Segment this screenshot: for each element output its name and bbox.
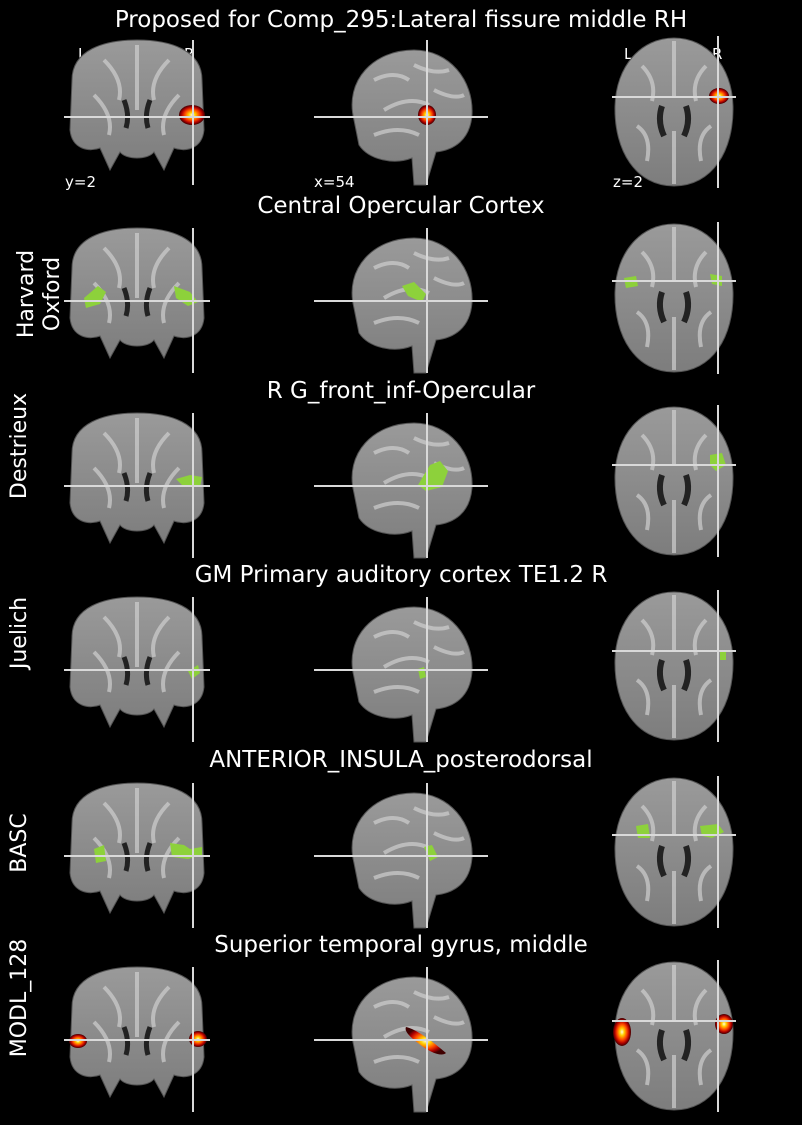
axial-slice-view — [612, 405, 736, 557]
axial-slice-view — [612, 222, 736, 374]
row-title: Superior temporal gyrus, middle — [214, 932, 588, 958]
axial-slice-view — [612, 960, 736, 1112]
row-label: Destrieux — [7, 392, 32, 500]
sagittal-slice-view — [314, 413, 488, 559]
sagittal-coordinate-label: x=54 — [314, 173, 355, 191]
coronal-slice-view — [64, 782, 210, 928]
axial-coordinate-label: z=2 — [613, 173, 643, 191]
row-label: MODL_128 — [7, 938, 32, 1058]
sagittal-slice-view — [314, 967, 488, 1113]
row-label: Harvard Oxford — [14, 249, 65, 339]
orientation-left-label: L — [624, 45, 633, 63]
axial-slice-view — [612, 776, 736, 928]
coronal-coordinate-label: y=2 — [65, 173, 96, 191]
sagittal-slice-view — [314, 597, 488, 743]
row-title: R G_front_inf-Opercular — [266, 378, 536, 404]
row-label: Juelich — [7, 596, 32, 670]
row-title: ANTERIOR_INSULA_posterodorsal — [209, 747, 593, 773]
sagittal-slice-view — [314, 783, 488, 929]
orientation-left-label: L — [78, 45, 87, 63]
row-title: GM Primary auditory cortex TE1.2 R — [194, 562, 608, 588]
coronal-slice-view — [64, 227, 210, 373]
coronal-slice-view — [64, 412, 210, 558]
axial-slice-view — [612, 590, 736, 742]
coronal-slice-view — [64, 596, 210, 742]
coronal-slice-view — [64, 966, 210, 1112]
sagittal-slice-view — [314, 228, 488, 374]
sagittal-slice-view — [314, 40, 488, 186]
row-title: Proposed for Comp_295:Lateral fissure mi… — [114, 7, 688, 33]
row-label: BASC — [7, 813, 32, 873]
axial-slice-view — [612, 36, 736, 188]
row-title: Central Opercular Cortex — [257, 193, 545, 219]
coronal-slice-view — [64, 39, 210, 185]
